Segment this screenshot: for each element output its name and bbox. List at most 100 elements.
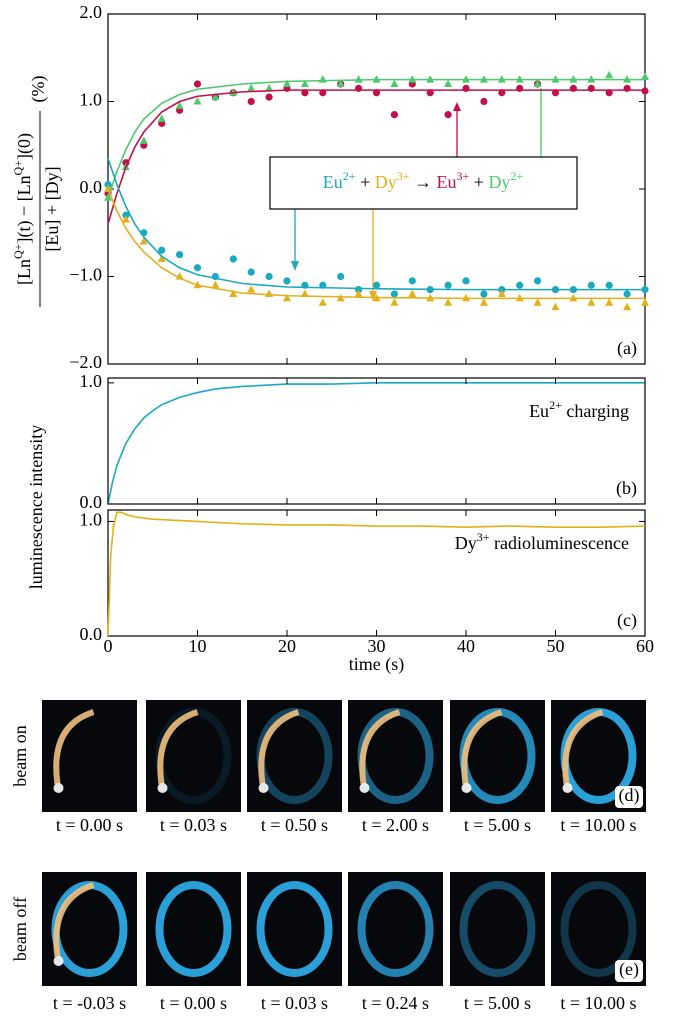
point xyxy=(641,87,649,95)
beam-arc xyxy=(157,709,199,785)
x-tick-label: 50 xyxy=(547,636,565,656)
triangle-point xyxy=(247,285,256,293)
row-label: beam off xyxy=(10,897,30,961)
point xyxy=(408,277,416,285)
triangle-point xyxy=(605,70,614,79)
panel-label-box xyxy=(615,960,643,982)
panel-label: (e) xyxy=(619,959,639,980)
photo xyxy=(450,872,545,986)
y-tick-label: 1.0 xyxy=(80,510,103,530)
beam-arc xyxy=(258,709,300,785)
triangle-point xyxy=(354,289,363,297)
triangle-point xyxy=(139,136,148,144)
point xyxy=(390,290,398,298)
point xyxy=(605,89,613,97)
triangle-point xyxy=(193,97,202,105)
plot-frame xyxy=(107,509,646,637)
triangle-point xyxy=(211,92,220,101)
text-part: → xyxy=(410,172,437,192)
y-label-unit: (%) xyxy=(28,76,49,103)
annotation: Eu2+ charging xyxy=(529,398,629,421)
point xyxy=(444,281,452,289)
y-label-numerator: [LnQ+](t) − [LnQ+](0) xyxy=(11,133,35,285)
triangle-point xyxy=(641,72,649,80)
y-axis-label: luminescence intensity xyxy=(26,425,46,589)
beam-spot xyxy=(157,783,168,793)
point xyxy=(390,111,398,119)
caption: t = 5.00 s xyxy=(464,993,531,1013)
text-part: + xyxy=(469,172,488,192)
x-tick-label: 0 xyxy=(104,636,113,656)
beam-spot xyxy=(359,783,370,793)
point xyxy=(372,89,381,97)
point xyxy=(265,272,273,281)
text-part: + xyxy=(356,172,375,192)
x-axis-label: time (s) xyxy=(349,654,405,675)
caption: t = -0.03 s xyxy=(53,993,126,1013)
equation-box xyxy=(269,156,578,210)
text-part: ](t) − [Ln xyxy=(14,175,35,243)
y-tick-label: 2.0 xyxy=(80,2,103,22)
superscript: 2+ xyxy=(549,398,562,412)
point xyxy=(444,111,452,119)
point xyxy=(462,277,470,285)
glow-ring xyxy=(560,881,637,977)
triangle-point xyxy=(247,83,256,92)
y-tick-label: 1.0 xyxy=(80,90,103,110)
caption: t = 0.50 s xyxy=(261,815,328,835)
triangle-point xyxy=(533,79,542,87)
caption: t = 0.24 s xyxy=(362,993,429,1013)
y-tick-label: −1.0 xyxy=(69,265,102,285)
panel-label: (c) xyxy=(617,610,637,631)
beam-spot xyxy=(461,783,472,793)
triangle-point xyxy=(139,237,148,245)
glow-ring xyxy=(357,881,434,977)
text-part: Dy xyxy=(375,172,397,192)
point xyxy=(301,89,309,97)
point xyxy=(247,268,255,276)
triangle-point xyxy=(479,298,488,306)
caption: t = 10.00 s xyxy=(560,815,636,835)
y-axis-label: [LnQ+](t) − [LnQ+](0)[Eu] + [Dy](%) xyxy=(11,76,62,307)
point xyxy=(534,277,542,285)
fit-line xyxy=(107,382,645,505)
point xyxy=(605,281,613,289)
beam-arc xyxy=(461,709,503,785)
equation: Eu2+ + Dy3+ → Eu3+ + Dy2+ xyxy=(323,169,524,192)
glow-ring xyxy=(155,881,232,977)
triangle-point xyxy=(300,79,309,87)
y-tick-label: 0.0 xyxy=(80,177,103,197)
text-part: Eu xyxy=(323,172,343,192)
text-part: [Ln xyxy=(14,259,34,285)
x-tick-label: 60 xyxy=(636,636,654,656)
fit-line xyxy=(107,158,645,291)
text-part: Dy xyxy=(455,533,477,553)
point xyxy=(623,290,631,298)
beam-spot xyxy=(562,783,573,793)
superscript: Q+ xyxy=(11,160,25,176)
triangle-point xyxy=(408,289,417,297)
text-part: ](0) xyxy=(14,133,35,160)
point xyxy=(516,281,524,289)
triangle-point xyxy=(587,298,596,306)
beam-arc xyxy=(53,882,95,958)
triangle-point xyxy=(444,79,453,87)
y-tick-label: 0.0 xyxy=(80,492,103,512)
triangle-point xyxy=(623,302,632,311)
caption: t = 5.00 s xyxy=(464,815,531,835)
triangle-point xyxy=(229,289,238,297)
x-tick-label: 20 xyxy=(278,636,296,656)
triangle-point xyxy=(390,79,399,87)
x-tick-label: 40 xyxy=(457,636,475,656)
triangle-point xyxy=(497,289,506,297)
superscript: 3+ xyxy=(477,530,490,544)
caption: t = 2.00 s xyxy=(362,815,429,835)
triangle-point xyxy=(211,280,220,289)
y-label-denominator: [Eu] + [Dy] xyxy=(42,166,62,251)
glow-ring xyxy=(459,881,536,977)
triangle-point xyxy=(390,298,399,306)
point xyxy=(426,89,434,97)
beam-spot xyxy=(53,956,64,966)
triangle-point xyxy=(533,298,542,306)
arrow-head xyxy=(453,102,461,111)
